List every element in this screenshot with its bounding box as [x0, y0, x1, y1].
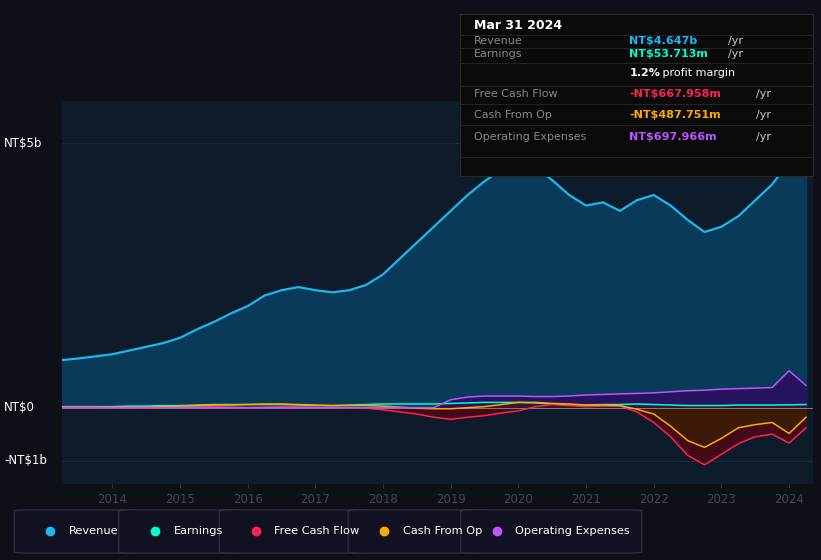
Text: Free Cash Flow: Free Cash Flow: [474, 90, 557, 99]
Text: Revenue: Revenue: [69, 526, 118, 536]
Text: Earnings: Earnings: [173, 526, 223, 536]
Text: Operating Expenses: Operating Expenses: [516, 526, 631, 536]
Text: Revenue: Revenue: [474, 36, 523, 46]
Text: /yr: /yr: [756, 90, 771, 99]
Text: NT$5b: NT$5b: [4, 137, 43, 150]
Text: 1.2%: 1.2%: [629, 68, 660, 78]
Text: Cash From Op: Cash From Op: [403, 526, 482, 536]
FancyBboxPatch shape: [348, 510, 489, 553]
FancyBboxPatch shape: [461, 510, 642, 553]
Text: NT$0: NT$0: [4, 401, 35, 414]
FancyBboxPatch shape: [14, 510, 139, 553]
Text: Cash From Op: Cash From Op: [474, 110, 552, 120]
Text: Earnings: Earnings: [474, 49, 522, 59]
Text: NT$4.647b: NT$4.647b: [629, 36, 698, 46]
Text: -NT$1b: -NT$1b: [4, 454, 47, 467]
FancyBboxPatch shape: [119, 510, 244, 553]
Text: Operating Expenses: Operating Expenses: [474, 132, 586, 142]
Text: -NT$487.751m: -NT$487.751m: [629, 110, 721, 120]
Text: NT$697.966m: NT$697.966m: [629, 132, 717, 142]
Text: /yr: /yr: [728, 49, 743, 59]
Text: /yr: /yr: [756, 132, 771, 142]
FancyBboxPatch shape: [219, 510, 369, 553]
Text: profit margin: profit margin: [659, 68, 736, 78]
Text: /yr: /yr: [728, 36, 743, 46]
Text: /yr: /yr: [756, 110, 771, 120]
Text: Mar 31 2024: Mar 31 2024: [474, 19, 562, 32]
Text: -NT$667.958m: -NT$667.958m: [629, 90, 721, 99]
Text: Free Cash Flow: Free Cash Flow: [274, 526, 360, 536]
Text: NT$53.713m: NT$53.713m: [629, 49, 708, 59]
